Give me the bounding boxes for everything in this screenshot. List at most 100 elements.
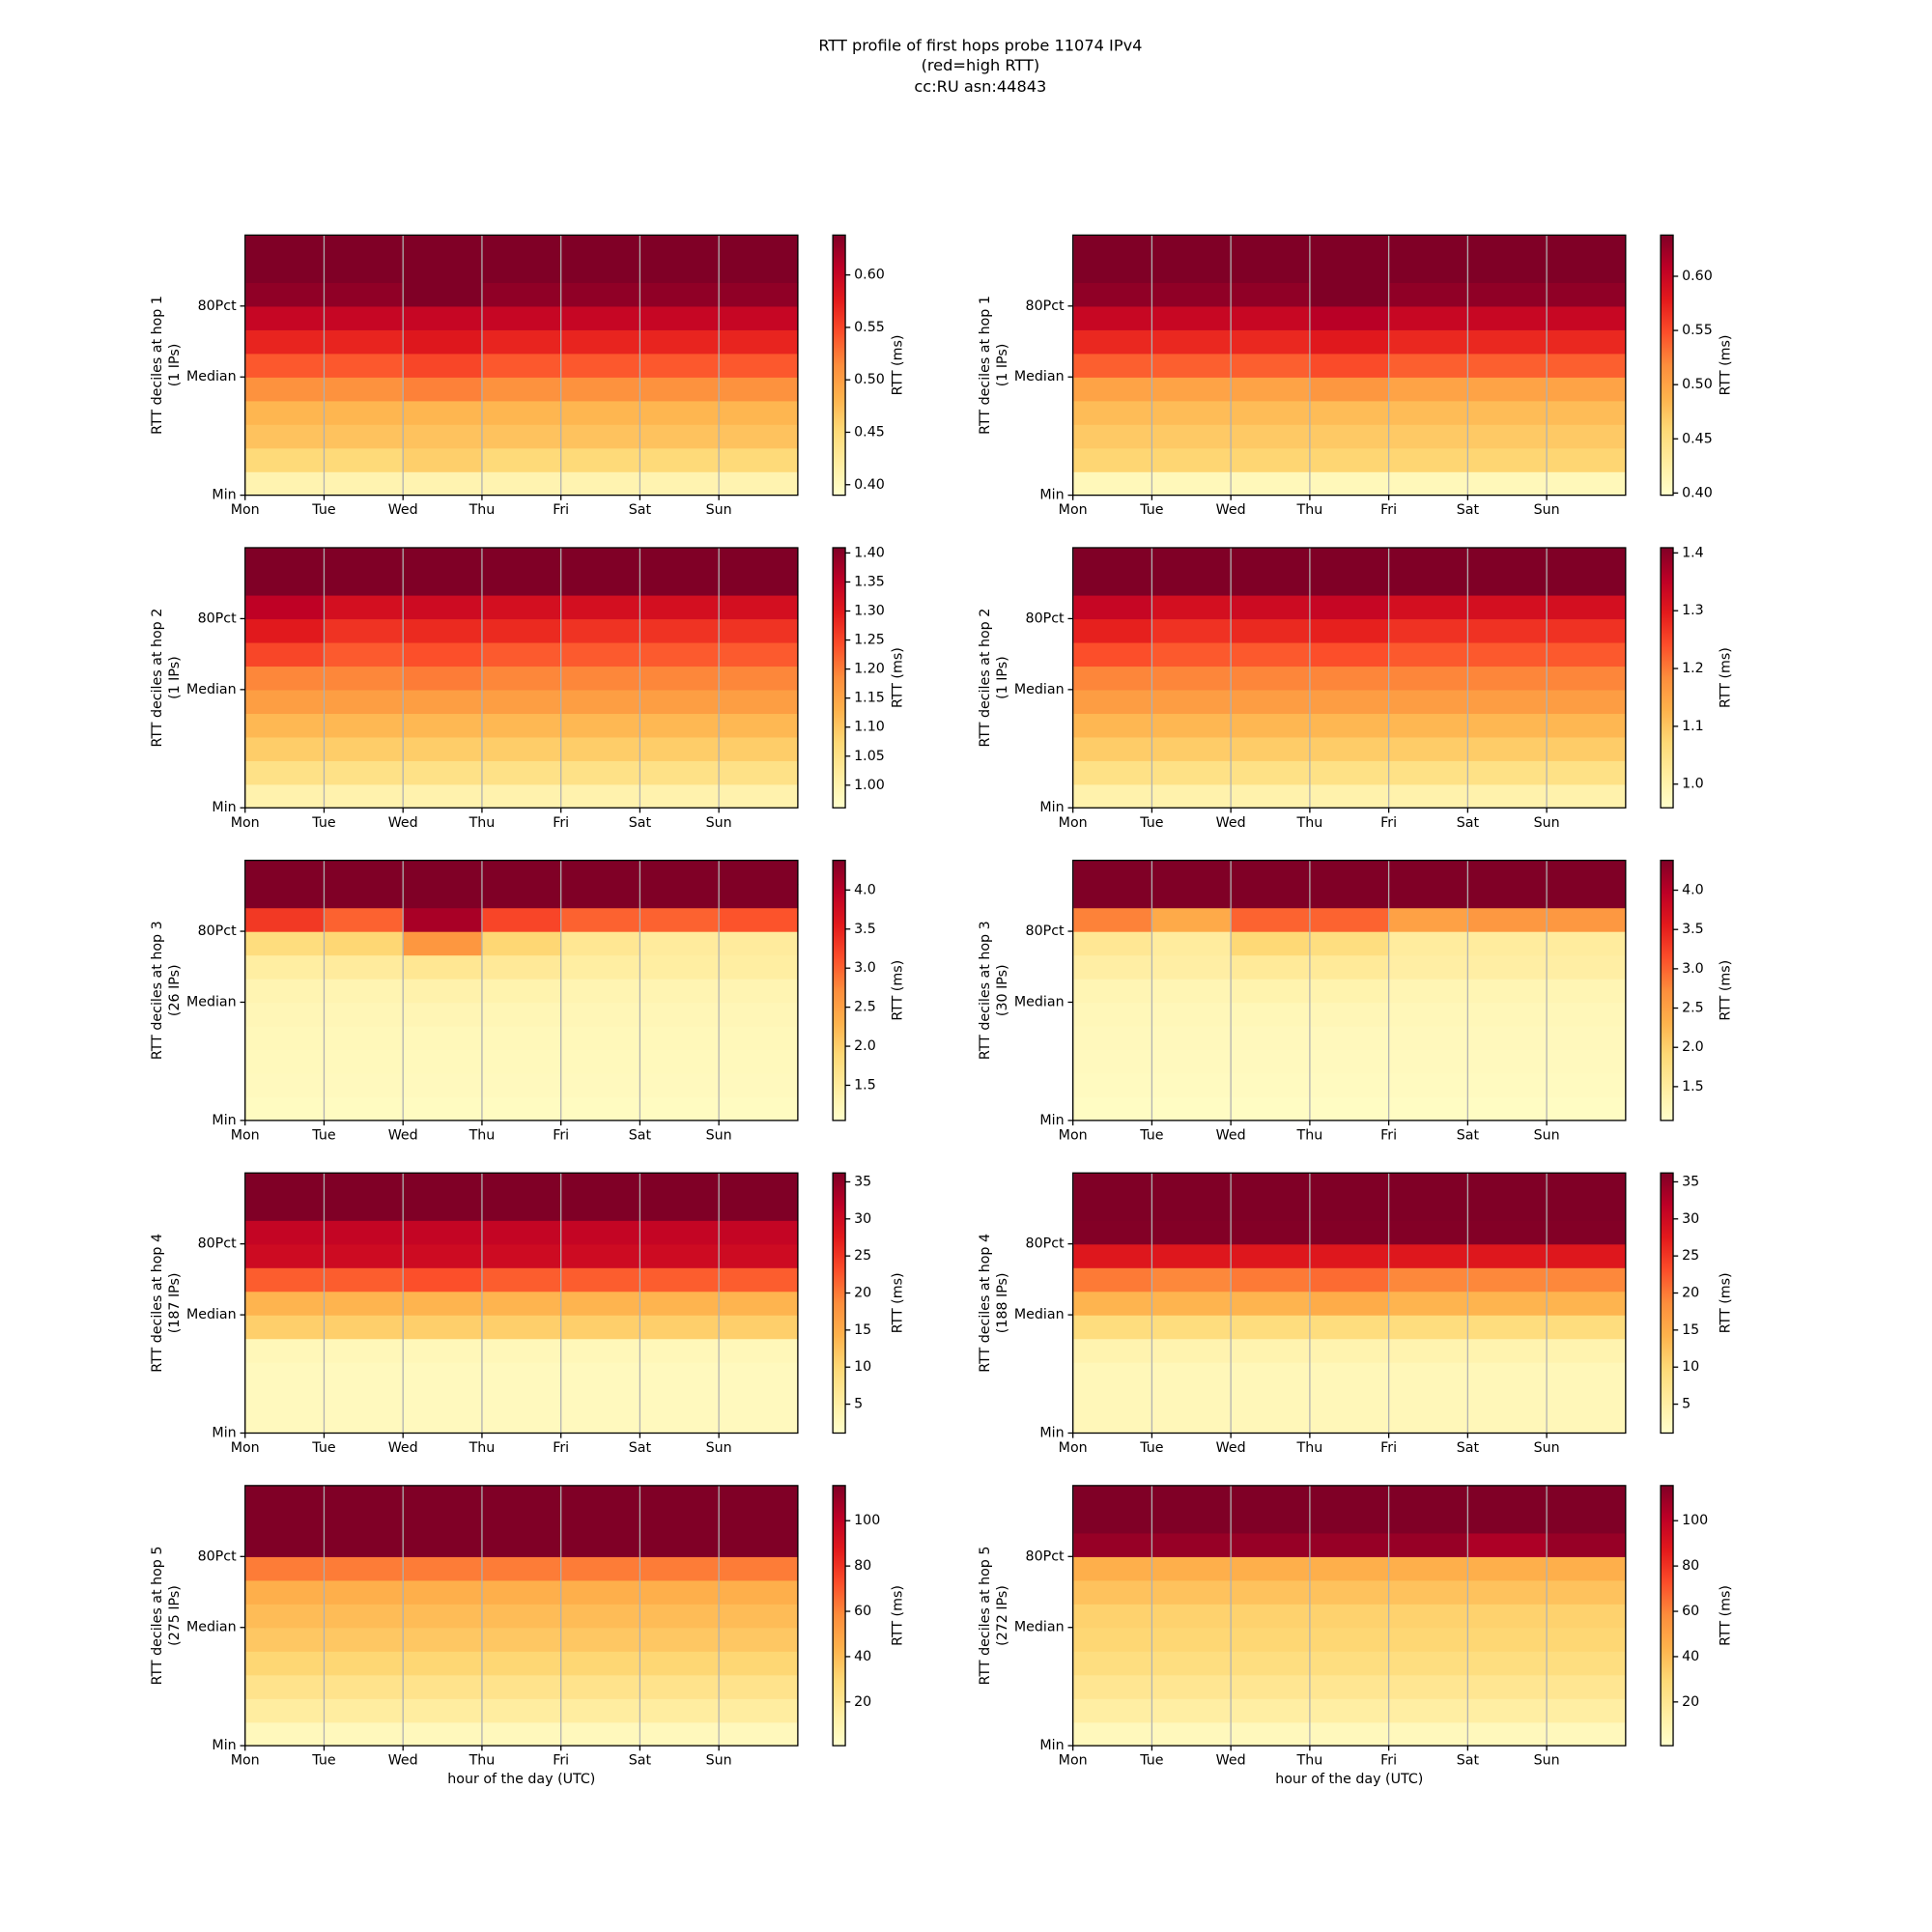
y-tick-label: Median <box>1014 1620 1065 1635</box>
heatmap-cell <box>244 1604 326 1629</box>
heatmap-cell <box>1467 1509 1548 1534</box>
heatmap-cell <box>1151 424 1232 449</box>
colorbar-label: RTT (ms) <box>890 335 905 396</box>
heatmap-cell <box>1388 547 1469 573</box>
heatmap-cell <box>403 1002 483 1027</box>
heatmap-cell <box>324 1532 404 1557</box>
heatmap-cell <box>1547 377 1627 402</box>
colorbar-tick-label: 3.5 <box>854 922 876 937</box>
heatmap-cell <box>481 1509 562 1534</box>
heatmap-cell <box>1309 641 1390 668</box>
colorbar-label: RTT (ms) <box>1718 647 1733 708</box>
heatmap-cell <box>244 860 326 885</box>
heatmap-cell <box>639 400 720 425</box>
heatmap-cell <box>1547 1385 1627 1410</box>
x-tick-label: Wed <box>388 1440 418 1456</box>
heatmap-cell <box>324 1049 404 1074</box>
heatmap-cell <box>244 760 326 785</box>
heatmap-cell <box>1231 760 1311 785</box>
heatmap-cell <box>1388 641 1469 668</box>
heatmap-cell <box>244 1096 326 1122</box>
heatmap-cell <box>560 1267 641 1293</box>
heatmap-cell <box>481 689 562 714</box>
y-axis-label: RTT deciles at hop 4 <box>978 1234 993 1373</box>
heatmap-cell <box>1547 666 1627 691</box>
heatmap-cell <box>324 1579 404 1605</box>
x-tick-label: Fri <box>1380 1440 1397 1456</box>
x-tick-label: Thu <box>469 1753 496 1769</box>
heatmap-cell <box>1151 377 1232 402</box>
y-axis-label: RTT deciles at hop 3 <box>978 921 993 1060</box>
heatmap-cell <box>1467 713 1548 738</box>
heatmap-cell <box>719 1315 799 1340</box>
x-tick-label: Mon <box>1059 815 1088 831</box>
heatmap-cell <box>1072 979 1153 1004</box>
heatmap-cell <box>639 979 720 1004</box>
heatmap-cell <box>1151 353 1232 378</box>
heatmap-cell <box>1467 329 1548 355</box>
heatmap-cell <box>1547 1220 1627 1245</box>
heatmap-cell <box>1388 594 1469 620</box>
heatmap-cell <box>403 594 483 620</box>
heatmap-cell <box>1388 689 1469 714</box>
colorbar-tick-label: 0.40 <box>1682 485 1713 500</box>
heatmap-cell <box>1309 1338 1390 1363</box>
heatmap-cell <box>1231 1698 1311 1723</box>
heatmap-cell <box>1547 1096 1627 1122</box>
heatmap-cell <box>244 1385 326 1410</box>
heatmap-cell <box>560 471 641 497</box>
heatmap-cell <box>403 1338 483 1363</box>
heatmap-cell <box>560 1291 641 1316</box>
colorbar-tick-label: 0.50 <box>1682 377 1713 392</box>
heatmap-cell <box>1072 618 1153 643</box>
heatmap-cell <box>560 1627 641 1652</box>
heatmap-cell <box>560 1604 641 1629</box>
x-tick-label: Mon <box>231 815 260 831</box>
heatmap-cell <box>1231 1579 1311 1605</box>
heatmap-panel: Mon Tue Wed Thu Fri Sat Sun Min Median 80Pct RTT d… <box>978 545 1733 830</box>
heatmap-cell <box>1072 424 1153 449</box>
heatmap-cell <box>1309 736 1390 761</box>
heatmap-cell <box>1388 618 1469 643</box>
heatmap-cell <box>560 282 641 307</box>
x-tick-label: Mon <box>231 502 260 518</box>
colorbar-tick-label: 0.60 <box>854 268 885 283</box>
heatmap-cell <box>639 1556 720 1581</box>
heatmap-cell <box>1467 1385 1548 1410</box>
heatmap-cell <box>719 1485 799 1510</box>
heatmap-cell <box>719 1579 799 1605</box>
heatmap-cell <box>1467 860 1548 885</box>
x-axis-label: hour of the day (UTC) <box>1275 1772 1423 1787</box>
y-tick-label: Median <box>1014 682 1065 697</box>
heatmap-cell <box>481 1627 562 1652</box>
heatmap-cell <box>481 1604 562 1629</box>
heatmap-cell <box>1151 783 1232 809</box>
heatmap-cell <box>1309 1485 1390 1510</box>
heatmap-cell <box>560 329 641 355</box>
heatmap-cell <box>1547 1721 1627 1747</box>
colorbar-label: RTT (ms) <box>1718 1272 1733 1333</box>
heatmap-cell <box>1231 1002 1311 1027</box>
x-tick-label: Mon <box>1059 502 1088 518</box>
heatmap-cell <box>244 282 326 307</box>
heatmap-cell <box>560 1049 641 1074</box>
heatmap-cell <box>481 1485 562 1510</box>
heatmap-cell <box>1309 282 1390 307</box>
heatmap-cell <box>1388 1362 1469 1387</box>
heatmap-cell <box>324 258 404 283</box>
heatmap-cell <box>1547 400 1627 425</box>
heatmap-cell <box>639 282 720 307</box>
heatmap-cell <box>1467 1579 1548 1605</box>
heatmap-cell <box>324 1096 404 1122</box>
heatmap-cell <box>639 1485 720 1510</box>
y-tick-label: 80Pct <box>1026 1548 1065 1564</box>
colorbar-tick-label: 1.35 <box>854 574 885 589</box>
y-tick-label: 80Pct <box>1026 1236 1065 1252</box>
heatmap-cell <box>1547 860 1627 885</box>
heatmap-cell <box>1151 447 1232 472</box>
heatmap-cell <box>1388 1579 1469 1605</box>
heatmap-cell <box>1231 447 1311 472</box>
heatmap-cell <box>244 1173 326 1198</box>
heatmap-cell <box>1388 1267 1469 1293</box>
heatmap-cell <box>1072 713 1153 738</box>
